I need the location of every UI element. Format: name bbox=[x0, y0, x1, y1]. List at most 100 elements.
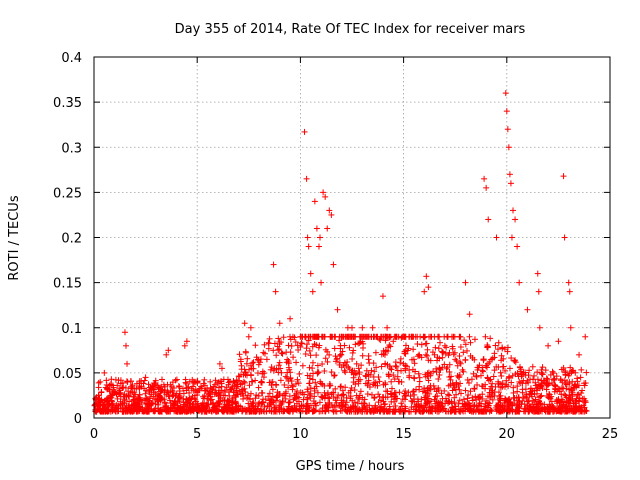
data-point bbox=[121, 329, 128, 336]
background-data-point bbox=[356, 369, 363, 376]
background-data-point bbox=[268, 364, 275, 371]
data-point bbox=[514, 243, 521, 250]
background-data-point bbox=[289, 386, 296, 393]
background-data-point bbox=[295, 380, 302, 387]
data-point bbox=[545, 342, 552, 349]
background-data-point bbox=[273, 366, 280, 373]
data-point bbox=[305, 243, 312, 250]
background-data-point bbox=[583, 369, 590, 376]
data-point bbox=[560, 173, 567, 180]
background-data-point bbox=[332, 385, 339, 392]
background-data-point bbox=[578, 366, 585, 373]
background-data-point bbox=[487, 335, 494, 342]
background-data-point bbox=[375, 391, 382, 398]
background-data-point bbox=[266, 379, 273, 386]
background-data-point bbox=[477, 372, 484, 379]
background-data-point bbox=[103, 397, 110, 404]
background-data-point bbox=[306, 347, 313, 354]
background-data-point bbox=[510, 389, 517, 396]
data-point bbox=[504, 126, 511, 133]
background-data-point bbox=[483, 364, 490, 371]
background-data-point bbox=[128, 385, 135, 392]
data-point bbox=[576, 351, 583, 358]
background-data-point bbox=[183, 380, 190, 387]
background-data-point bbox=[126, 398, 133, 405]
x-tick-label: 10 bbox=[292, 427, 309, 442]
background-data-point bbox=[418, 341, 425, 348]
y-tick-label: 0.25 bbox=[53, 186, 82, 201]
background-data-point bbox=[510, 384, 517, 391]
background-data-point bbox=[327, 382, 334, 389]
background-data-point bbox=[414, 341, 421, 348]
background-data-point bbox=[248, 378, 255, 385]
background-data-point bbox=[466, 333, 473, 340]
background-data-point bbox=[537, 393, 544, 400]
background-data-point bbox=[460, 396, 467, 403]
background-data-point bbox=[95, 379, 102, 386]
data-point bbox=[485, 216, 492, 223]
data-point bbox=[315, 243, 322, 250]
background-data-point bbox=[378, 363, 385, 370]
background-data-point bbox=[435, 376, 442, 383]
background-data-point bbox=[331, 372, 338, 379]
background-data-point bbox=[207, 384, 214, 391]
background-data-point bbox=[433, 369, 440, 376]
background-data-point bbox=[276, 359, 283, 366]
background-data-point bbox=[303, 345, 310, 352]
background-data-point bbox=[240, 371, 247, 378]
background-data-point bbox=[569, 391, 576, 398]
background-data-point bbox=[217, 378, 224, 385]
background-data-point bbox=[293, 393, 300, 400]
background-data-point bbox=[243, 394, 250, 401]
background-data-point bbox=[382, 381, 389, 388]
background-data-point bbox=[500, 363, 507, 370]
background-data-point bbox=[356, 340, 363, 347]
background-data-point bbox=[451, 403, 458, 410]
background-data-point bbox=[357, 388, 364, 395]
background-data-point bbox=[218, 383, 225, 390]
background-data-point bbox=[480, 368, 487, 375]
background-data-point bbox=[467, 339, 474, 346]
background-data-point bbox=[577, 374, 584, 381]
data-point bbox=[379, 293, 386, 300]
background-data-point bbox=[368, 391, 375, 398]
y-tick-label: 0.2 bbox=[61, 232, 82, 247]
background-data-point bbox=[365, 377, 372, 384]
background-data-point bbox=[534, 376, 541, 383]
background-data-point bbox=[562, 369, 569, 376]
background-data-point bbox=[582, 380, 589, 387]
background-data-point bbox=[575, 391, 582, 398]
data-point bbox=[318, 279, 325, 286]
background-data-point bbox=[103, 377, 110, 384]
background-data-point bbox=[453, 391, 460, 398]
background-data-point bbox=[480, 356, 487, 363]
background-data-point bbox=[227, 386, 234, 393]
y-tick-label: 0.3 bbox=[61, 141, 82, 156]
background-data-point bbox=[436, 339, 443, 346]
data-point bbox=[483, 184, 490, 191]
background-data-point bbox=[306, 364, 313, 371]
background-data-point bbox=[504, 348, 511, 355]
background-data-point bbox=[338, 351, 345, 358]
background-data-point bbox=[368, 367, 375, 374]
data-point bbox=[425, 284, 432, 291]
background-data-point bbox=[469, 397, 476, 404]
background-data-point bbox=[288, 342, 295, 349]
background-data-point bbox=[432, 393, 439, 400]
background-data-point bbox=[265, 339, 272, 346]
background-data-point bbox=[428, 408, 435, 415]
data-point bbox=[565, 279, 572, 286]
y-tick-label: 0.1 bbox=[61, 322, 82, 337]
background-data-point bbox=[266, 340, 273, 347]
background-data-point bbox=[292, 390, 299, 397]
background-data-point bbox=[269, 386, 276, 393]
background-data-point bbox=[300, 396, 307, 403]
background-data-point bbox=[339, 348, 346, 355]
background-data-point bbox=[377, 337, 384, 344]
background-data-point bbox=[201, 387, 208, 394]
background-data-point bbox=[398, 379, 405, 386]
data-point bbox=[124, 360, 131, 367]
background-data-point bbox=[486, 400, 493, 407]
background-data-point bbox=[520, 394, 527, 401]
background-data-point bbox=[412, 368, 419, 375]
